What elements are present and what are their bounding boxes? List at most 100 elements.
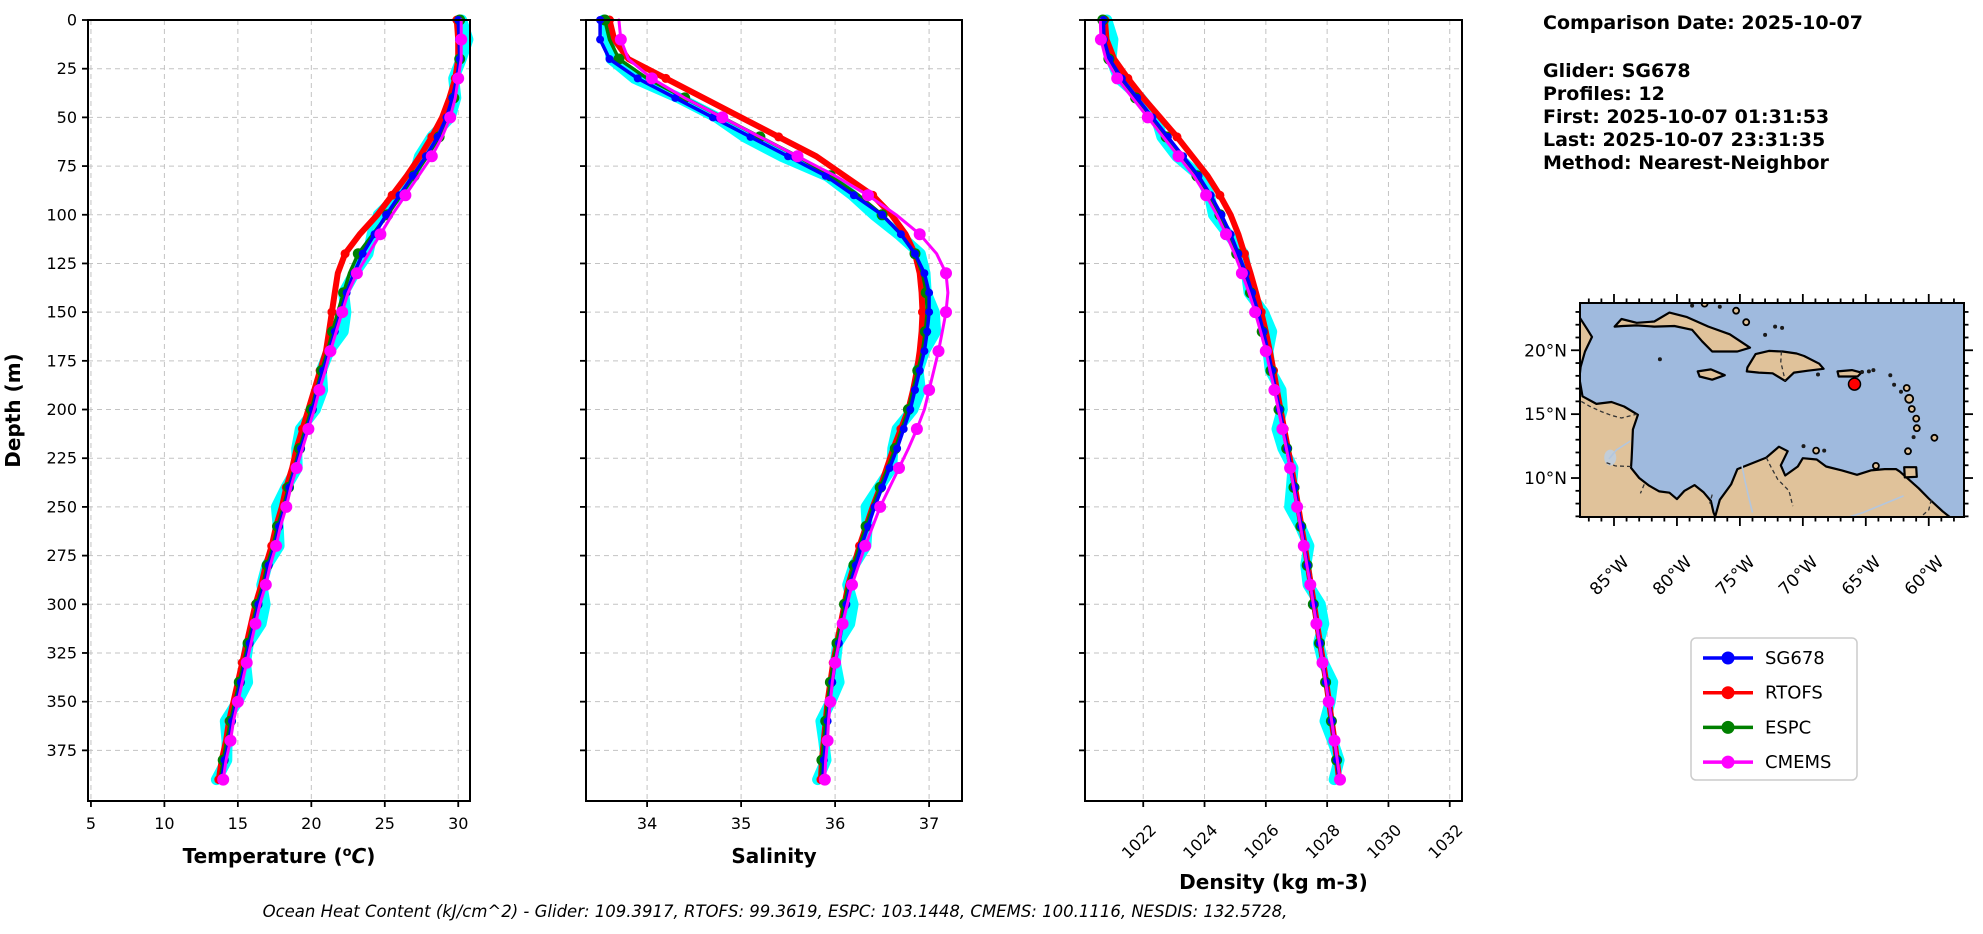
series-marker-SG678: [358, 249, 367, 258]
series-marker-SG678: [671, 93, 680, 102]
series-marker-CMEMS: [324, 345, 337, 358]
series-marker-CMEMS: [374, 228, 387, 241]
series-marker-SG678: [821, 171, 830, 180]
map-island: [1888, 373, 1893, 378]
map-lon-tick-label: 70°W: [1775, 552, 1822, 599]
series-marker-RTOFS: [661, 73, 671, 83]
series-marker-CMEMS: [1276, 423, 1289, 435]
map-island: [1773, 324, 1778, 329]
series-marker-CMEMS: [836, 617, 849, 630]
y-tick-label: 125: [46, 254, 77, 273]
series-marker-CMEMS: [932, 345, 945, 358]
map-island: [1717, 304, 1722, 309]
map-island: [1657, 357, 1662, 362]
series-marker-CMEMS: [1235, 267, 1248, 280]
x-tick-label: 37: [919, 814, 939, 833]
legend-marker-sample: [1721, 755, 1735, 769]
y-tick-label: 300: [46, 595, 77, 614]
map-country-border: [1709, 494, 1713, 504]
series-marker-SG678: [906, 405, 915, 414]
y-tick-label: 150: [46, 303, 77, 322]
map-island: [1871, 368, 1876, 373]
x-tick-label: 15: [228, 814, 248, 833]
map-island: [1763, 332, 1768, 337]
series-marker-SG678: [920, 347, 929, 356]
series-marker-SG678: [408, 171, 417, 180]
series-marker-CMEMS: [645, 72, 658, 85]
map-island: [1732, 306, 1740, 315]
series-marker-CMEMS: [1304, 578, 1317, 591]
series-marker-SG678: [915, 366, 924, 375]
x-tick-label: 1030: [1363, 820, 1405, 862]
map-island: [1816, 372, 1820, 377]
y-tick-label: 0: [67, 11, 77, 30]
legend-label: SG678: [1765, 648, 1825, 669]
legend-label: ESPC: [1765, 717, 1811, 738]
series-marker-CMEMS: [1249, 306, 1262, 319]
map-island: [1872, 461, 1880, 470]
series-marker-CMEMS: [614, 33, 627, 46]
legend-marker-sample: [1721, 651, 1735, 665]
series-marker-CMEMS: [1220, 228, 1232, 241]
series-line-SG678: [1101, 18, 1342, 782]
map-land-polygon: [1903, 466, 1918, 479]
series-line-CMEMS: [221, 18, 463, 782]
y-axis-label: Depth (m): [1, 353, 25, 467]
series-marker-CMEMS: [231, 695, 244, 708]
map-lat-tick-label: 15°N: [1524, 405, 1567, 425]
series-marker-CMEMS: [1322, 695, 1335, 708]
series-marker-CMEMS: [716, 111, 729, 124]
series-marker-CMEMS: [444, 111, 457, 124]
axes-spines: [87, 19, 471, 802]
series-marker-CMEMS: [910, 423, 923, 435]
method-text: Method: Nearest-Neighbor: [1543, 152, 1829, 174]
x-tick-label: 1024: [1179, 820, 1221, 862]
x-axis-label: Salinity: [731, 844, 816, 868]
series-line-SG678: [598, 18, 931, 782]
series-marker-RTOFS: [340, 249, 350, 259]
series-line-ESPC: [1101, 18, 1341, 782]
map-island: [1904, 447, 1912, 456]
series-marker-SG678: [382, 210, 391, 219]
y-tick-label: 200: [46, 400, 77, 419]
y-tick-label: 350: [46, 692, 77, 711]
series-marker-SG678: [911, 249, 919, 258]
map-lon-tick-label: 85°W: [1586, 552, 1633, 599]
first-profile-time-text: First: 2025-10-07 01:31:53: [1543, 106, 1830, 128]
legend-label: RTOFS: [1765, 683, 1823, 704]
y-tick-label: 250: [46, 497, 77, 516]
series-marker-CMEMS: [313, 384, 326, 396]
map-land-polygon: [1836, 369, 1863, 378]
series-marker-CMEMS: [821, 734, 834, 747]
series-marker-CMEMS: [224, 734, 237, 747]
map-island: [1912, 424, 1921, 433]
series-marker-CMEMS: [893, 462, 905, 474]
series-marker-CMEMS: [940, 267, 952, 280]
map-lat-tick-label: 20°N: [1524, 341, 1567, 361]
series-marker-CMEMS: [259, 578, 272, 591]
series-marker-SG678: [746, 132, 755, 141]
series-marker-SG678: [633, 74, 642, 83]
x-tick-label: 1026: [1240, 820, 1282, 862]
map-country-border: [1639, 484, 1645, 494]
profiles-count-text: Profiles: 12: [1543, 83, 1665, 105]
series-marker-CMEMS: [824, 695, 837, 708]
series-marker-SG678: [784, 152, 793, 161]
series-marker-CMEMS: [249, 617, 262, 630]
series-marker-RTOFS: [1239, 249, 1249, 259]
x-axis-label: Temperature (oC): [183, 844, 376, 868]
legend-marker-sample: [1721, 720, 1735, 734]
x-tick-label: 1028: [1302, 820, 1344, 862]
series-marker-CMEMS: [913, 228, 926, 241]
series-marker-SG678: [925, 308, 934, 317]
series-marker-CMEMS: [874, 500, 887, 513]
axes-spines: [585, 19, 963, 802]
x-tick-label: 20: [301, 814, 321, 833]
series-marker-CMEMS: [290, 462, 303, 474]
y-tick-label: 275: [46, 546, 77, 565]
temperature-plot: 5 10 15 20 25 3002550751001251501752002252502…: [46, 11, 474, 868]
series-marker-CMEMS: [1297, 539, 1310, 552]
x-tick-label: 1022: [1118, 820, 1160, 862]
series-marker-SG678: [899, 425, 908, 433]
